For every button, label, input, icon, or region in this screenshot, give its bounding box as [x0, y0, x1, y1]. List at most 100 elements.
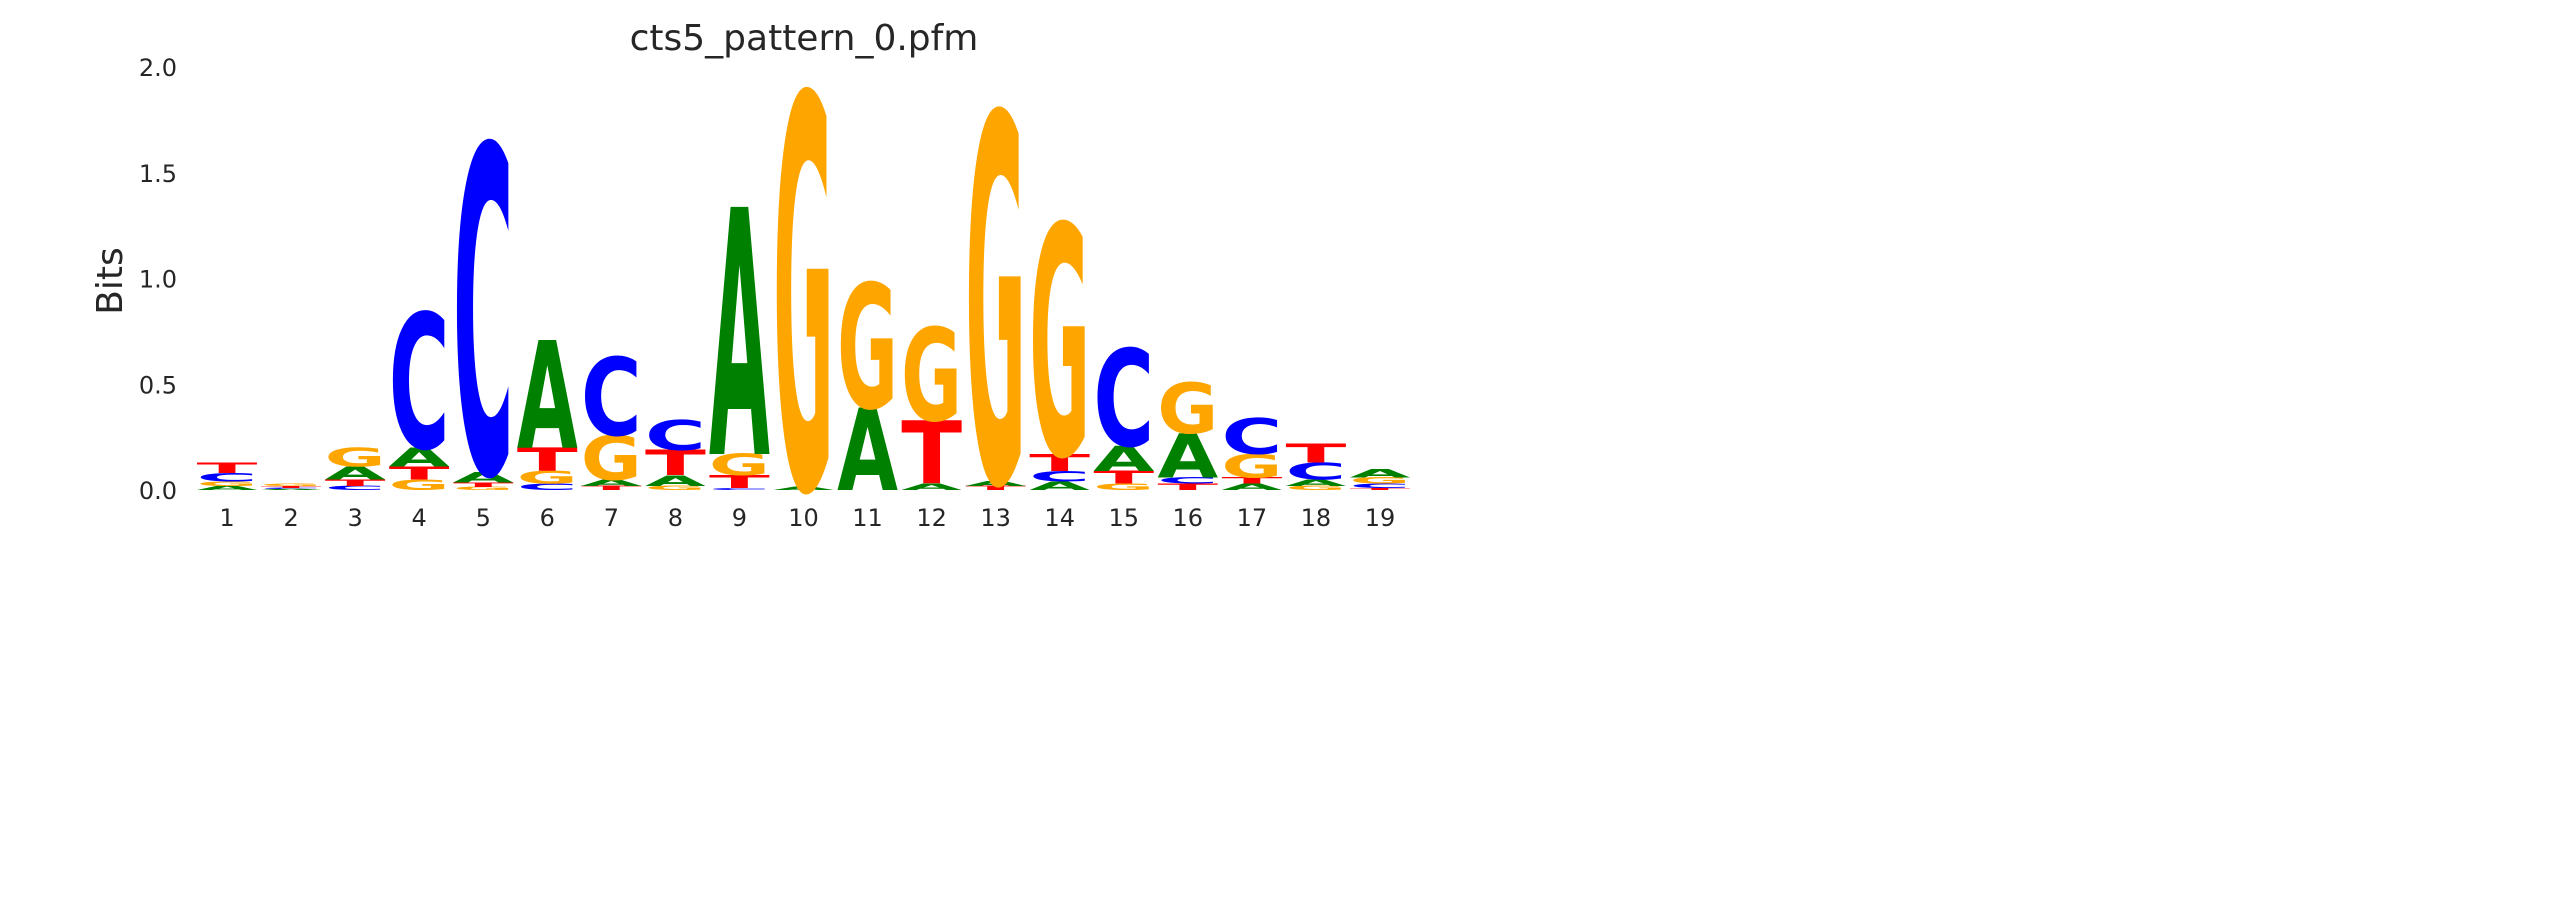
chart-title: cts5_pattern_0.pfm — [630, 18, 979, 59]
sequence-logo-chart: cts5_pattern_0.pfm Bits 0.00.51.01.52.0 … — [90, 0, 1412, 550]
x-tick-label: 9 — [732, 504, 747, 532]
logo-letter-C-pos-15: C — [1093, 323, 1154, 478]
logo-letter-T-pos-14: T — [1029, 450, 1091, 477]
logo-letter-G-pos-16: G — [1157, 368, 1218, 449]
x-tick-label: 16 — [1173, 504, 1204, 532]
x-tick-label: 15 — [1108, 504, 1139, 532]
logo-letter-C-pos-5: C — [453, 56, 514, 550]
y-axis-label: Bits — [90, 247, 131, 315]
logo-letter-T-pos-2: T — [261, 486, 322, 489]
logo-letter-T-pos-13: T — [965, 485, 1026, 492]
logo-letter-T-pos-19: T — [1350, 487, 1411, 490]
logo-letter-A-pos-13: A — [965, 479, 1026, 487]
logo-letter-C-pos-8: C — [645, 413, 706, 460]
logo-letter-G-pos-19: G — [1350, 476, 1411, 486]
logo-letter-A-pos-14: A — [1029, 479, 1091, 492]
logo-letter-C-pos-19: C — [1350, 482, 1411, 489]
logo-letter-G-pos-14: G — [1029, 162, 1090, 530]
logo-letter-A-pos-2: A — [261, 489, 322, 491]
logo-letter-A-pos-12: A — [901, 482, 962, 492]
x-tick-label: 3 — [347, 504, 362, 532]
logo-letter-C-pos-17: C — [1221, 409, 1282, 466]
logo-letter-C-pos-6: C — [517, 482, 578, 492]
x-tick-label: 13 — [980, 504, 1011, 532]
logo-letter-G-pos-6: G — [517, 468, 578, 488]
logo-letter-T-pos-9: T — [709, 472, 770, 492]
y-tick-label: 1.5 — [139, 160, 177, 188]
logo-letter-T-pos-16: T — [1157, 482, 1218, 492]
logo-letter-G-pos-18: G — [1285, 485, 1346, 492]
logo-letter-T-pos-17: T — [1221, 476, 1282, 486]
logo-letter-T-pos-3: T — [325, 478, 386, 488]
logo-letter-C-pos-2: C — [261, 488, 322, 490]
logo-letter-G-pos-1: G — [197, 480, 258, 487]
x-tick-label: 1 — [219, 504, 234, 532]
y-tick-label: 0.0 — [139, 477, 177, 505]
x-tick-label: 19 — [1365, 504, 1396, 532]
logo-letter-G-pos-10: G — [773, 0, 834, 550]
logo-letter-A-pos-4: A — [389, 443, 451, 473]
x-tick-label: 8 — [668, 504, 683, 532]
logo-letter-A-pos-16: A — [1157, 421, 1219, 492]
logo-letter-G-pos-13: G — [965, 13, 1026, 550]
logo-letter-A-pos-8: A — [645, 473, 706, 490]
logo-letter-A-pos-18: A — [1286, 478, 1347, 488]
x-tick-label: 2 — [283, 504, 298, 532]
logo-letter-A-pos-1: A — [197, 485, 258, 492]
x-tick-label: 17 — [1237, 504, 1268, 532]
logo-letter-C-pos-3: C — [325, 485, 386, 492]
y-tick-label: 2.0 — [139, 54, 177, 82]
x-tick-label: 18 — [1301, 504, 1332, 532]
logo-letter-C-pos-18: C — [1285, 458, 1346, 485]
y-tick-label: 0.5 — [139, 371, 177, 399]
logo-letter-G-pos-4: G — [389, 476, 450, 493]
logo-letter-T-pos-1: T — [197, 460, 258, 477]
logo-letter-T-pos-18: T — [1285, 439, 1346, 469]
logo-letter-G-pos-8: G — [645, 485, 706, 492]
logo-letter-T-pos-8: T — [645, 443, 706, 484]
logo-letter-G-pos-17: G — [1221, 448, 1282, 485]
logo-letter-T-pos-15: T — [1093, 468, 1154, 488]
logo-letter-A-pos-3: A — [325, 464, 386, 484]
logo-letter-T-pos-12: T — [901, 403, 962, 505]
logo-letter-A-pos-6: A — [517, 310, 578, 482]
logo-letter-A-pos-17: A — [1221, 482, 1282, 492]
logo-letter-A-pos-10: A — [773, 486, 834, 491]
logo-letter-T-pos-6: T — [517, 441, 578, 478]
logo-letter-C-pos-9: C — [709, 487, 770, 490]
logo-letter-C-pos-14: C — [1029, 468, 1090, 485]
x-tick-label: 7 — [604, 504, 619, 532]
logo-letter-A-pos-9: A — [709, 141, 770, 535]
logo-letter-A-pos-15: A — [1093, 440, 1154, 480]
x-tick-label: 4 — [412, 504, 427, 532]
logo-letter-C-pos-4: C — [389, 276, 450, 492]
y-axis-ticks: 0.0 0.5 1.0 1.5 2.0 — [139, 54, 177, 505]
logo-letter-C-pos-7: C — [581, 335, 642, 460]
x-tick-label: 10 — [788, 504, 819, 532]
logo-letter-G-pos-12: G — [901, 302, 962, 451]
logo-letter-G-pos-9: G — [709, 449, 770, 482]
logo-letter-A-pos-11: A — [837, 386, 898, 517]
x-tick-label: 11 — [852, 504, 883, 532]
x-tick-label: 12 — [916, 504, 947, 532]
logo-letter-G-pos-5: G — [453, 486, 514, 491]
logo-letter-C-pos-16: C — [1157, 476, 1218, 486]
x-tick-label: 14 — [1044, 504, 1075, 532]
logo-letter-C-pos-1: C — [197, 471, 258, 485]
y-tick-label: 1.0 — [139, 266, 177, 294]
x-tick-label: 6 — [540, 504, 555, 532]
logo-letter-A-pos-7: A — [581, 478, 642, 488]
logo-letter-T-pos-7: T — [581, 485, 642, 492]
logo-letter-G-pos-2: G — [261, 483, 322, 487]
logo-letter-T-pos-5: T — [453, 481, 514, 488]
logo-letter-A-pos-19: A — [1350, 467, 1412, 480]
x-axis-ticks: 1 2 3 4 5 6 7 8 9 10 11 12 13 14 15 16 17 18 19 — [219, 504, 1395, 532]
logo-letter-G-pos-7: G — [581, 423, 642, 494]
logo-letter-G-pos-15: G — [1093, 482, 1154, 492]
logo-letter-T-pos-4: T — [389, 463, 450, 483]
logo-letter-A-pos-5: A — [453, 470, 514, 487]
logo-letter-G-pos-3: G — [325, 443, 386, 474]
x-tick-label: 5 — [476, 504, 491, 532]
logo-letter-G-pos-11: G — [837, 251, 898, 450]
